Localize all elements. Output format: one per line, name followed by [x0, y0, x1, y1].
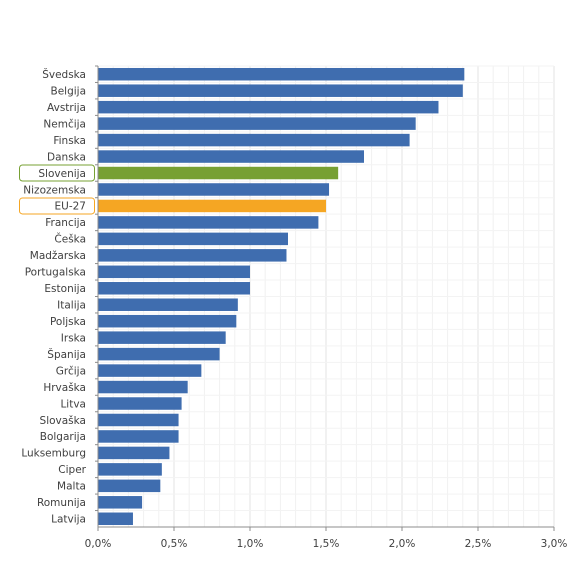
x-tick-label: 1,5%	[313, 538, 340, 550]
bar-poljska	[98, 314, 237, 328]
bar-italija	[98, 298, 238, 311]
category-label: Poljska	[50, 316, 86, 328]
bar-nemčija	[98, 117, 416, 130]
bar-slovenija	[98, 166, 339, 180]
bar-ciper	[98, 463, 162, 476]
bar-latvija	[98, 512, 133, 526]
category-label: Bolgarija	[40, 431, 86, 443]
category-label: Češka	[54, 233, 86, 246]
axis-layer: 0,0% 0,5% 1,0% 1,5% 2,0% 2,5% 3,0%	[85, 65, 568, 550]
category-label: Belgija	[50, 85, 86, 97]
category-label: Portugalska	[25, 267, 86, 279]
x-tick-label: 3,0%	[541, 538, 568, 550]
bar-malta	[98, 479, 161, 493]
label-highlight-box	[19, 197, 95, 215]
bar-španija	[98, 347, 220, 361]
bar-švedska	[98, 67, 465, 81]
category-label: Slovaška	[40, 415, 86, 427]
category-label: Francija	[45, 217, 86, 229]
category-label: Grčija	[56, 365, 86, 377]
category-label: Finska	[53, 135, 86, 147]
category-label: Luksemburg	[21, 448, 86, 460]
bar-belgija	[98, 84, 463, 97]
x-tick-label: 2,5%	[465, 538, 492, 550]
bar-litva	[98, 397, 182, 410]
bar-eu-27	[98, 199, 326, 213]
x-tick-label: 0,0%	[85, 538, 112, 550]
category-label: Danska	[47, 151, 86, 163]
x-tick-label: 2,0%	[389, 538, 416, 550]
bar-finska	[98, 133, 410, 147]
category-label: Ciper	[58, 464, 86, 476]
bar-romunija	[98, 496, 143, 509]
bar-nizozemska	[98, 183, 330, 196]
category-label: Slovenija	[38, 168, 86, 180]
category-label: Irska	[61, 332, 86, 344]
bar-avstrija	[98, 100, 439, 114]
bar-luksemburg	[98, 446, 170, 460]
bar-slovaška	[98, 413, 179, 427]
category-label: Romunija	[37, 497, 86, 509]
category-label: Švedska	[42, 68, 86, 81]
x-tick-label: 0,5%	[161, 538, 188, 550]
category-label: EU-27	[55, 201, 86, 213]
bar-grčija	[98, 364, 202, 377]
category-label: Latvija	[51, 514, 86, 526]
bar-danska	[98, 150, 364, 163]
bar-estonija	[98, 282, 250, 295]
category-label: Španija	[47, 348, 86, 361]
category-label: Hrvaška	[43, 382, 86, 394]
category-label: Nizozemska	[23, 184, 86, 196]
category-label: Litva	[60, 398, 86, 410]
bar-češka	[98, 232, 288, 246]
bar-portugalska	[98, 265, 250, 279]
category-label: Avstrija	[47, 102, 86, 114]
bar-francija	[98, 216, 319, 229]
bar-bolgarija	[98, 430, 179, 443]
bar-irska	[98, 331, 226, 344]
category-label: Nemčija	[43, 118, 86, 130]
bar-hrvaška	[98, 380, 188, 394]
category-label: Italija	[57, 300, 86, 312]
label-layer: Švedska Belgija Avstrija Nemčija Finska Dansk…	[19, 68, 95, 526]
category-label: Estonija	[44, 283, 86, 295]
label-highlight-box	[19, 164, 95, 182]
bar-madžarska	[98, 249, 287, 262]
bar-layer	[98, 67, 465, 526]
category-label: Madžarska	[30, 250, 86, 262]
category-label: Malta	[57, 481, 86, 493]
x-tick-label: 1,0%	[237, 538, 264, 550]
